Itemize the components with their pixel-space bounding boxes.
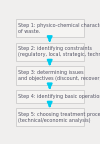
FancyBboxPatch shape <box>16 90 84 103</box>
FancyBboxPatch shape <box>16 43 84 61</box>
Text: Step 2: identifying constraints
(regulatory, local, strategic, technical): Step 2: identifying constraints (regulat… <box>18 46 100 57</box>
Text: Step 3: determining issues
and objectives (discount, recovery): Step 3: determining issues and objective… <box>18 70 100 81</box>
Text: Step 1: physico-chemical characterisation
of waste.: Step 1: physico-chemical characterisatio… <box>18 22 100 34</box>
Text: Step 4: identifying basic operations: Step 4: identifying basic operations <box>18 94 100 99</box>
FancyBboxPatch shape <box>16 66 84 85</box>
FancyBboxPatch shape <box>16 19 84 37</box>
Text: Step 5: choosing treatment processes or channels
(technical/economic analysis): Step 5: choosing treatment processes or … <box>18 112 100 123</box>
FancyBboxPatch shape <box>16 108 84 126</box>
